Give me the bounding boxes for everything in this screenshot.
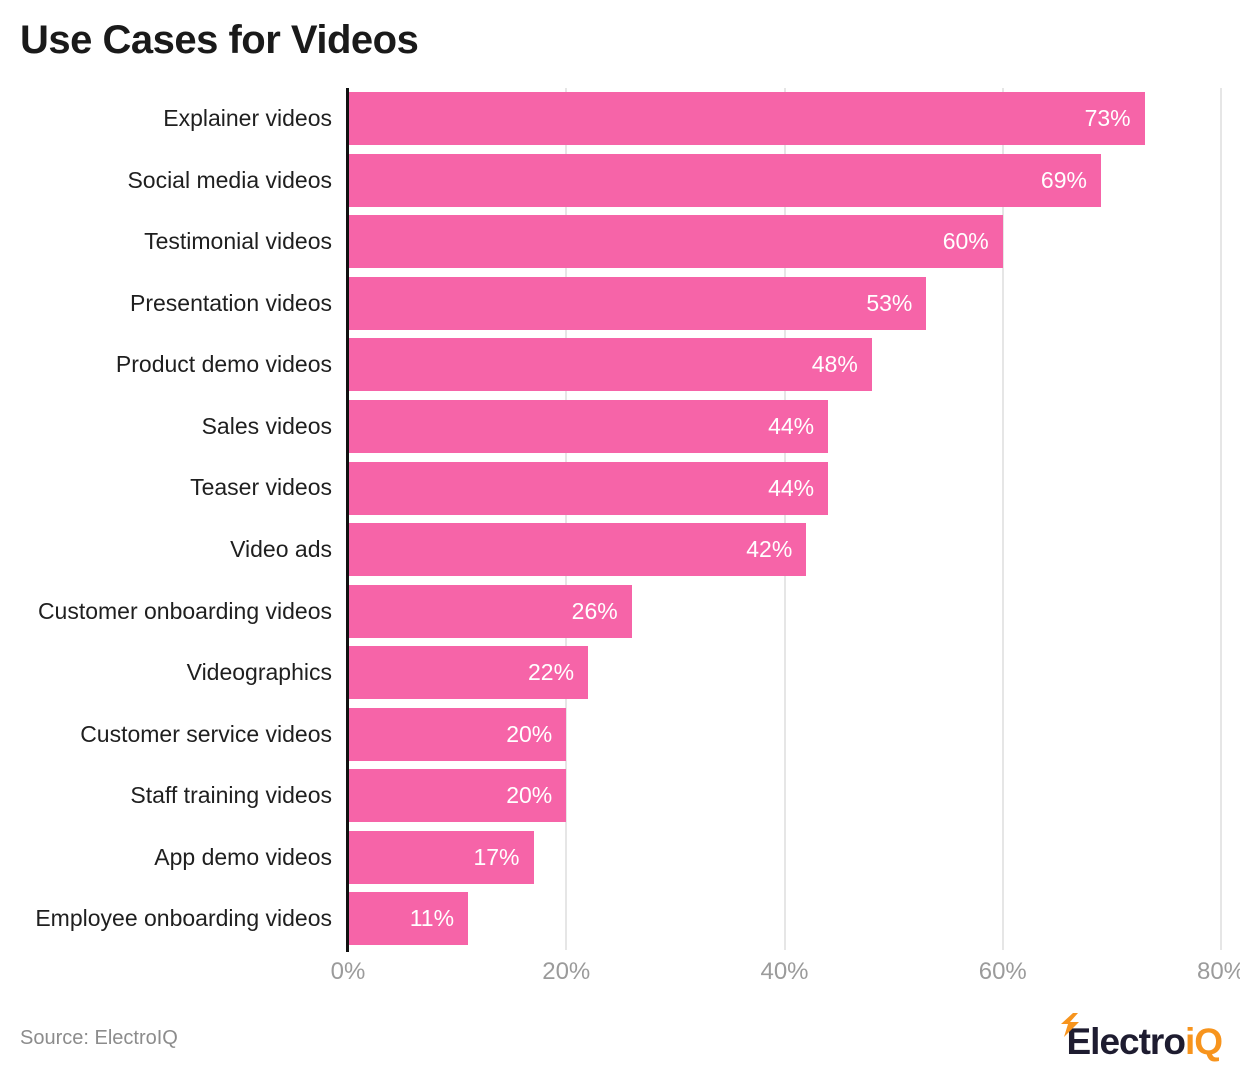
bar: 73%	[348, 92, 1145, 146]
bar-track: 42%	[348, 523, 1221, 577]
value-label: 44%	[768, 413, 815, 439]
category-label: Testimonial videos	[144, 228, 332, 255]
y-axis-line	[346, 88, 349, 952]
logo-text-dark: Electro	[1066, 1021, 1186, 1062]
category-label: Videographics	[186, 659, 332, 686]
value-label: 20%	[506, 782, 553, 809]
brand-logo: ElectroiQ	[1060, 1013, 1223, 1063]
bar-track: 48%	[348, 338, 1221, 392]
value-label: 48%	[811, 351, 858, 378]
bar: 20%	[348, 707, 567, 761]
bar-row: Employee onboarding videos 11%	[0, 888, 1221, 950]
bar-track: 20%	[348, 707, 1221, 761]
bar-track: 26%	[348, 584, 1221, 638]
value-label: 17%	[473, 843, 520, 870]
category-label: Product demo videos	[115, 351, 332, 378]
x-tick-label: 20%	[542, 958, 591, 985]
x-tick-label: 0%	[330, 958, 366, 985]
source-text: Source: ElectroIQ	[20, 1027, 178, 1049]
bar: 69%	[348, 153, 1101, 207]
gridline	[783, 88, 786, 950]
bar-row: Customer service videos 20%	[0, 703, 1221, 765]
bar-row: Product demo videos 48%	[0, 334, 1221, 396]
category-label: Employee onboarding videos	[35, 905, 332, 932]
bar-track: 44%	[348, 461, 1221, 515]
value-label: 73%	[1084, 105, 1131, 132]
bar-track: 11%	[348, 892, 1221, 946]
category-label: Teaser videos	[190, 474, 332, 501]
category-label: App demo videos	[154, 843, 332, 870]
bar-row: Customer onboarding videos 26%	[0, 580, 1221, 642]
bar: 11%	[348, 892, 469, 946]
bar-row: Presentation videos 53%	[0, 273, 1221, 335]
bar: 48%	[348, 338, 872, 392]
bar-row: App demo videos 17%	[0, 827, 1221, 889]
category-label: Staff training videos	[130, 782, 332, 809]
bar-row: Video ads 42%	[0, 519, 1221, 581]
bar: 53%	[348, 276, 927, 330]
gridline	[1220, 88, 1222, 950]
category-label: Video ads	[230, 535, 332, 562]
lightning-bolt-icon	[1060, 1013, 1079, 1037]
bar: 20%	[348, 769, 567, 823]
bar-row: Testimonial videos 60%	[0, 211, 1221, 273]
bar: 44%	[348, 400, 829, 453]
value-label: 60%	[942, 228, 989, 255]
bar-row: Explainer videos 73%	[0, 88, 1221, 150]
x-tick-label: 80%	[1196, 958, 1240, 985]
bar-track: 53%	[348, 276, 1221, 330]
category-label: Explainer videos	[163, 105, 332, 132]
x-tick-label: 60%	[978, 958, 1027, 985]
logo-text-orange: iQ	[1184, 1021, 1223, 1062]
bar-track: 69%	[348, 153, 1221, 207]
category-label: Social media videos	[127, 166, 332, 193]
value-label: 22%	[528, 659, 575, 686]
bar-track: 22%	[348, 646, 1221, 700]
value-label: 44%	[768, 474, 815, 501]
value-label: 20%	[506, 720, 553, 747]
bar-track: 17%	[348, 830, 1221, 884]
bar: 42%	[348, 523, 807, 577]
bar-track: 44%	[348, 400, 1221, 453]
x-axis: 0% 20% 40% 60% 80%	[331, 958, 1240, 990]
bar-track: 20%	[348, 769, 1221, 823]
gridline	[565, 88, 568, 950]
bar-row: Social media videos 69%	[0, 150, 1221, 212]
bar-row: Staff training videos 20%	[0, 765, 1221, 827]
bar: 22%	[348, 646, 589, 700]
bar-rows: Explainer videos 73% Social media videos…	[0, 88, 1221, 950]
bar-track: 73%	[348, 92, 1221, 146]
x-tick-label: 40%	[760, 958, 809, 985]
chart-title: Use Cases for Videos	[20, 18, 419, 62]
bar-row: Sales videos 44%	[0, 396, 1221, 458]
value-label: 69%	[1040, 166, 1087, 193]
plot-area	[348, 88, 1222, 950]
bar-row: Teaser videos 44%	[0, 457, 1221, 519]
value-label: 42%	[746, 536, 793, 563]
bar: 26%	[348, 584, 632, 638]
bar: 44%	[348, 461, 829, 515]
category-label: Customer service videos	[80, 720, 332, 747]
bar: 17%	[348, 830, 534, 884]
value-label: 11%	[409, 905, 455, 932]
bar-track: 60%	[348, 215, 1221, 269]
category-label: Sales videos	[201, 412, 332, 439]
value-label: 26%	[571, 597, 618, 624]
category-label: Presentation videos	[129, 289, 332, 316]
value-label: 53%	[866, 289, 913, 316]
bar-row: Videographics 22%	[0, 642, 1221, 704]
bar: 60%	[348, 215, 1003, 269]
gridline	[1001, 88, 1004, 950]
category-label: Customer onboarding videos	[37, 597, 332, 624]
